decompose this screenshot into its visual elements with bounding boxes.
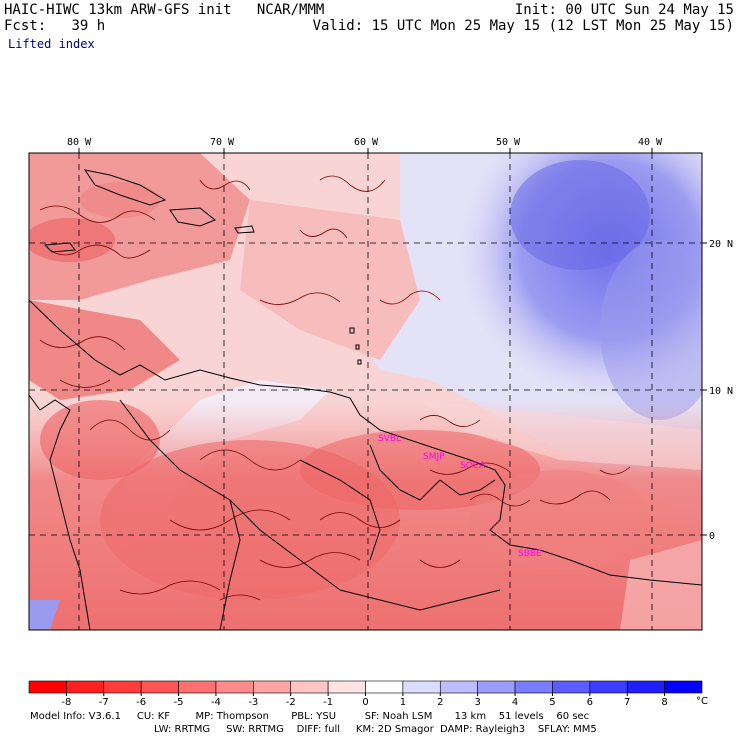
colorbar-tick-label: -6 [136,697,146,708]
diff-option: DIFF: full [296,724,340,735]
organization: NCAR/MMM [256,2,325,18]
colorbar-tick-label: 2 [437,697,443,708]
field-name: Lifted index [8,37,95,51]
colorbar-swatch [215,680,254,694]
pbl-scheme: PBL: YSU [291,711,337,722]
colorbar-tick-label: -4 [211,697,221,708]
colorbar-tick-label: 8 [661,697,667,708]
colorbar-tick-label: 5 [549,697,555,708]
sflay-option: SFLAY: MM5 [537,724,597,735]
colorbar-swatch [589,680,628,694]
model-info-line1: Model Info: V3.6.1 CU: KF MP: Thompson P… [30,711,589,722]
km-option: KM: 2D Smagor [355,724,434,735]
colorbar [28,680,703,694]
colorbar-swatch [477,680,516,694]
colorbar-swatch [140,680,179,694]
lon-label-50w: 50 W [496,137,521,148]
sw-scheme: SW: RRTMG [226,724,284,735]
init-time: Init: 00 UTC Sun 24 May 15 [514,2,734,18]
forecast-value: 39 h [71,18,106,34]
colorbar-swatch [253,680,292,694]
station-sbbe: SBBE [518,549,542,559]
colorbar-unit: °C [696,696,708,707]
sf-scheme: SF: Noah LSM [364,711,433,722]
lon-label-70w: 70 W [210,137,235,148]
lon-label-80w: 80 W [67,137,92,148]
forecast-hour: Fcst: 39 h [4,18,105,34]
colorbar-swatch [664,680,703,694]
colorbar-tick-label: 4 [512,697,518,708]
colorbar-swatch [552,680,591,694]
colorbar-swatch [402,680,441,694]
colorbar-tick-label: -8 [61,697,71,708]
mp-scheme: MP: Thompson [195,711,270,722]
colorbar-labels: -8 -7 -6 -5 -4 -3 -2 -1 0 1 2 3 4 5 6 7 8 [61,693,668,708]
colorbar-tick-label: -7 [99,697,109,708]
colorbar-tick-label: -5 [174,697,184,708]
model-name: HAIC-HIWC 13km ARW-GFS init [4,2,232,18]
colorbar-swatch [28,680,67,694]
model-version: Model Info: V3.6.1 [30,711,121,722]
lat-label-10n: 10 N [709,386,733,397]
model-info-line2: LW: RRTMG SW: RRTMG DIFF: full KM: 2D Sm… [154,724,597,735]
colorbar-tick-label: 7 [624,697,630,708]
lon-label-40w: 40 W [638,137,663,148]
colorbar-tick-label: 6 [587,697,593,708]
levels: 51 levels [498,711,544,722]
lifted-index-field [29,153,702,630]
lat-label-20n: 20 N [709,239,733,250]
map-frame [28,152,703,631]
colorbar-swatch [290,680,329,694]
colorbar-tick-label: -1 [323,697,333,708]
damp-option: DAMP: Rayleigh3 [440,724,526,735]
colorbar-swatch [514,680,553,694]
colorbar-swatch [327,680,366,694]
lon-label-60w: 60 W [354,137,379,148]
timestep: 60 sec [556,711,590,722]
colorbar-swatch [626,680,665,694]
colorbar-swatch [103,680,142,694]
coastlines [29,169,702,630]
frame-ticks [78,148,707,536]
lw-scheme: LW: RRTMG [154,724,211,735]
colorbar-tick-label: -2 [286,697,296,708]
station-soca: SOCA [460,461,486,471]
lat-label-0: 0 [709,531,715,542]
contour-lines [39,175,631,601]
colorbar-tick-label: 3 [474,697,480,708]
forecast-label: Fcst: [4,18,47,34]
valid-time: Valid: 15 UTC Mon 25 May 15 (12 LST Mon … [312,18,734,34]
colorbar-tick-label: 1 [400,697,406,708]
colorbar-swatch [66,680,105,694]
colorbar-tick-label: 0 [362,697,368,708]
colorbar-swatch [439,680,478,694]
station-svbl: SVBL [378,434,401,444]
colorbar-swatch [178,680,217,694]
colorbar-swatch [365,680,404,694]
model-title: HAIC-HIWC 13km ARW-GFS init NCAR/MMM [4,2,324,18]
graticule [29,153,702,630]
resolution: 13 km [454,711,487,722]
colorbar-tick-label: -3 [248,697,258,708]
cu-scheme: CU: KF [136,711,171,722]
station-smjp: SMJP [423,452,445,462]
